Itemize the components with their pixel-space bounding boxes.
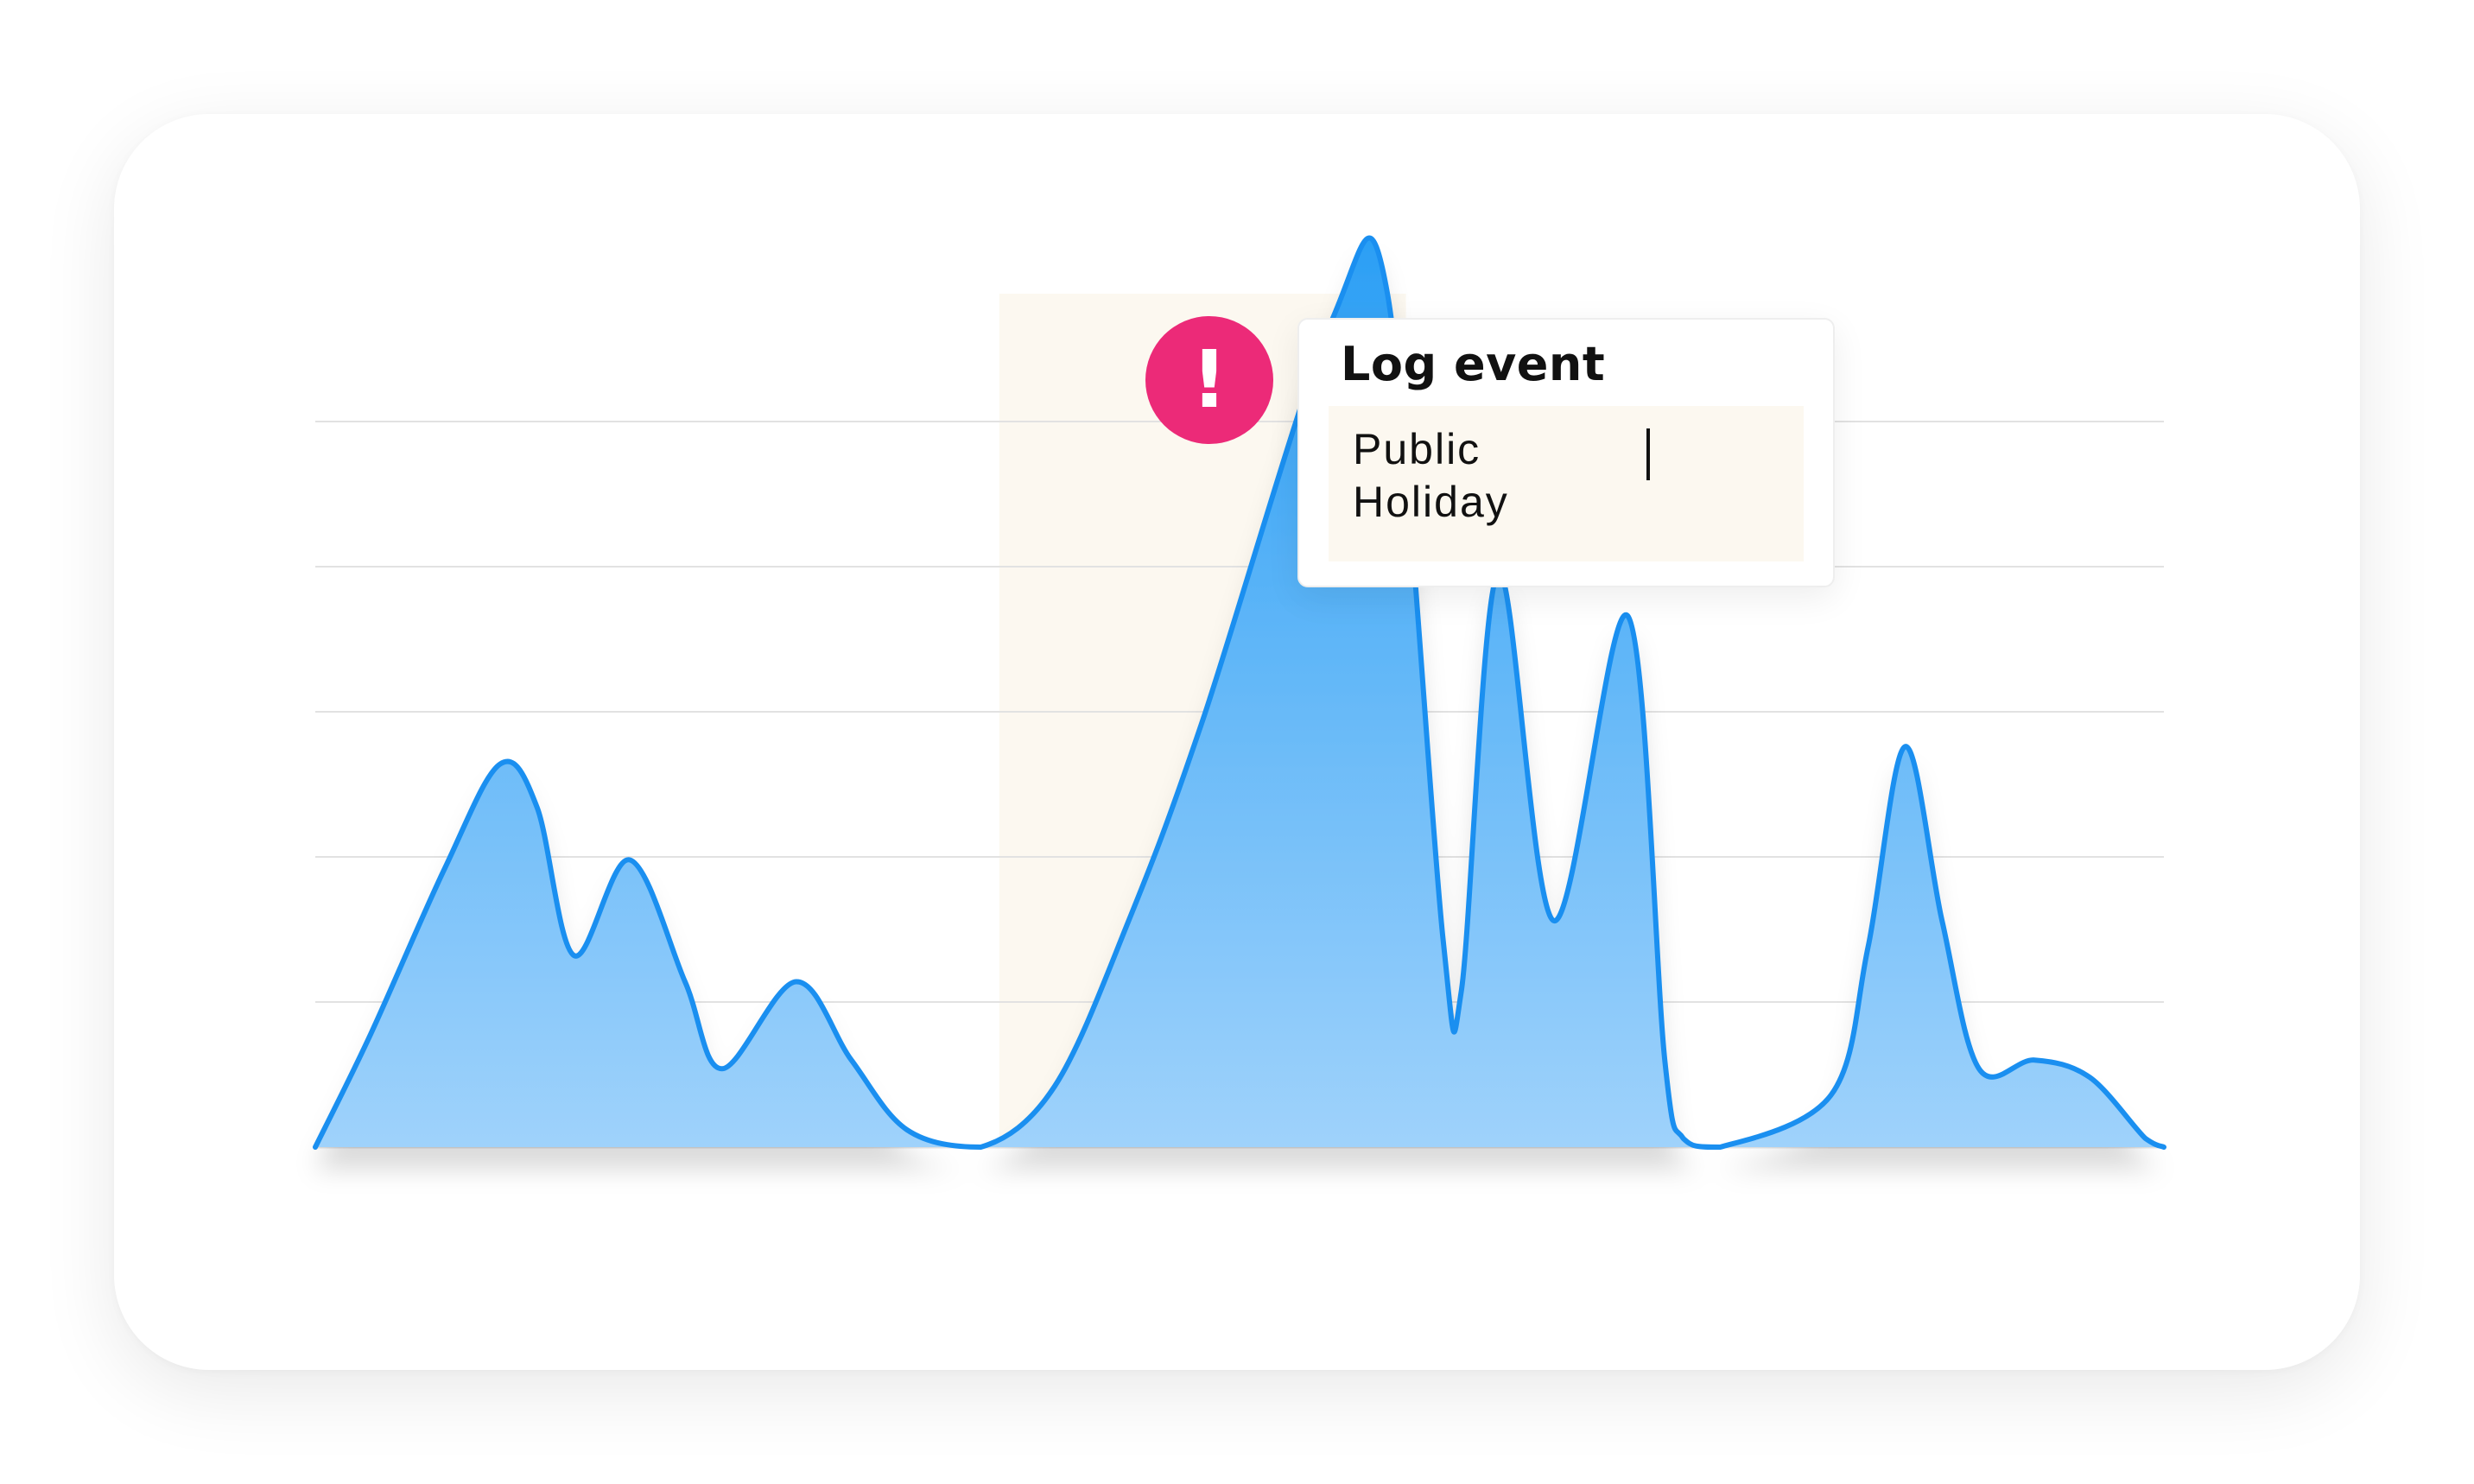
series-area <box>315 238 2164 1148</box>
text-caret <box>1646 428 1650 480</box>
event-alert-marker[interactable]: ! <box>1145 316 1273 444</box>
log-event-title: Log event <box>1341 337 1606 391</box>
log-event-popup: Log event Public Holiday <box>1297 318 1835 587</box>
log-event-input-value: Public Holiday <box>1353 425 1509 526</box>
exclamation-icon: ! <box>1191 333 1227 426</box>
series-line <box>313 235 2166 1150</box>
log-event-input[interactable]: Public Holiday <box>1329 406 1804 561</box>
